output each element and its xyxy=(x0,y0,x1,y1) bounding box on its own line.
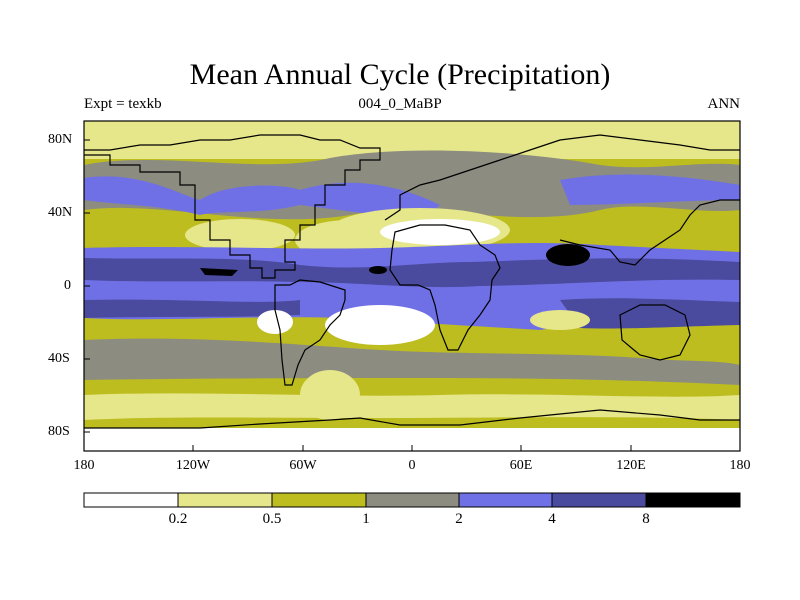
colorbar-swatch-0 xyxy=(83,492,179,508)
field-antarctica xyxy=(84,428,740,451)
field-sahara-core xyxy=(380,219,500,245)
field-spcz xyxy=(560,298,740,329)
field-dry-npacific xyxy=(185,219,295,251)
field-dry-sepacific xyxy=(257,310,293,334)
colorbar-label-0.2: 0.2 xyxy=(168,511,188,527)
field-max-atlantic xyxy=(369,266,387,274)
map-title: Mean Annual Cycle (Precipitation) xyxy=(189,58,611,91)
field-max-asia xyxy=(546,244,590,266)
colorbar-swatch-2 xyxy=(271,492,367,508)
lon-label-60w: 60W xyxy=(289,458,317,473)
colorbar-label-1: 1 xyxy=(362,511,370,527)
precipitation-field xyxy=(84,121,740,451)
field-max-epacific xyxy=(200,268,238,276)
colorbar-swatch-3 xyxy=(365,492,460,508)
field-dry-sindian xyxy=(530,310,590,330)
field-north-pacific xyxy=(84,176,300,215)
lon-label-120e: 120E xyxy=(616,458,646,473)
lon-label-180e: 180 xyxy=(729,458,751,473)
field-siberia xyxy=(560,174,740,205)
season-label: ANN xyxy=(707,96,741,112)
colorbar-label-8: 8 xyxy=(642,511,650,527)
lon-label-0: 0 xyxy=(408,458,416,473)
colorbar xyxy=(83,492,741,508)
coast-eurasia xyxy=(384,134,740,266)
colorbar-label-4: 4 xyxy=(548,511,556,527)
lat-label-40s: 40S xyxy=(48,351,70,366)
lat-label-0: 0 xyxy=(64,278,71,293)
coast-north-america xyxy=(84,134,381,279)
period-label: 004_0_MaBP xyxy=(358,96,442,112)
coast-africa xyxy=(389,224,501,351)
coast-australia xyxy=(619,304,691,361)
coastlines xyxy=(84,134,740,429)
field-dry-satlantic xyxy=(325,305,435,345)
field-south-gray xyxy=(84,338,740,385)
coast-south-america xyxy=(274,279,346,386)
experiment-label: Expt = texkb xyxy=(84,96,162,112)
colorbar-label-2: 2 xyxy=(455,511,463,527)
field-itcz xyxy=(84,258,740,288)
colorbar-swatch-6 xyxy=(645,492,741,508)
colorbar-label-0.5: 0.5 xyxy=(262,511,282,527)
coast-antarctica xyxy=(84,409,740,429)
lat-label-40n: 40N xyxy=(48,205,73,220)
axis-ticks xyxy=(83,139,741,451)
lat-label-80s: 80S xyxy=(48,424,70,439)
colorbar-swatch-5 xyxy=(551,492,647,508)
lon-label-60e: 60E xyxy=(509,458,533,473)
lon-label-180w: 180 xyxy=(73,458,95,473)
colorbar-swatch-1 xyxy=(177,492,273,508)
field-southern-ocean xyxy=(84,393,740,420)
lon-label-120w: 120W xyxy=(175,458,211,473)
field-south-tropical xyxy=(84,299,300,318)
colorbar-swatch-4 xyxy=(458,492,553,508)
field-weddell xyxy=(300,370,360,420)
lat-label-80n: 80N xyxy=(48,132,73,147)
